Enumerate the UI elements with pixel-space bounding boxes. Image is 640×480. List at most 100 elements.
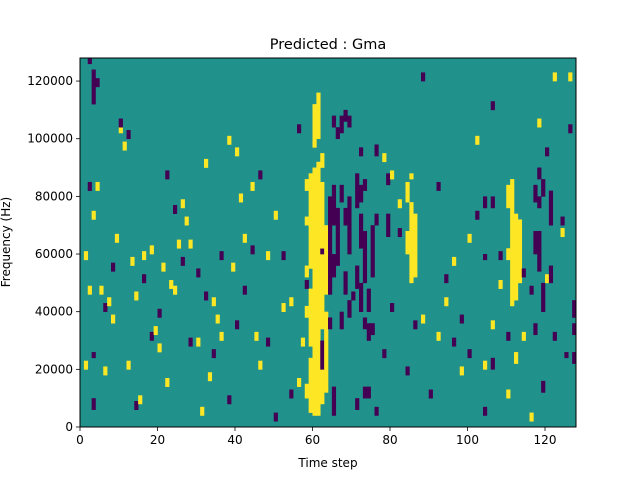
- heatmap-cell: [126, 360, 131, 370]
- heatmap-cell: [297, 377, 302, 387]
- heatmap-cell: [331, 184, 337, 226]
- heatmap-cell: [227, 395, 232, 405]
- heatmap-cell: [308, 288, 313, 347]
- heatmap-cell: [297, 124, 302, 134]
- heatmap-cell: [572, 323, 577, 336]
- x-tick-label: 60: [305, 433, 320, 447]
- heatmap-cell: [552, 331, 557, 341]
- heatmap-cell: [304, 265, 309, 278]
- y-tick-label: 60000: [35, 247, 73, 261]
- heatmap-cell: [529, 412, 534, 422]
- heatmap-cell: [273, 412, 278, 422]
- heatmap-cell: [537, 118, 542, 128]
- y-tick-label: 0: [65, 420, 73, 434]
- heatmap-cell: [545, 147, 550, 157]
- heatmap-cell: [560, 228, 565, 238]
- heatmap-cell: [452, 337, 457, 347]
- heatmap-cell: [258, 360, 263, 370]
- heatmap-cell: [548, 190, 554, 226]
- heatmap-cell: [370, 225, 375, 278]
- heatmap-cell: [324, 225, 329, 295]
- heatmap-cell: [134, 291, 139, 301]
- heatmap-cell: [180, 256, 185, 266]
- heatmap-cell: [514, 352, 519, 364]
- heatmap-cell: [483, 406, 488, 416]
- heatmap-cell: [196, 268, 201, 278]
- heatmap-cell: [343, 207, 348, 226]
- heatmap-cell: [173, 205, 178, 214]
- heatmap-cell: [467, 233, 472, 243]
- heatmap-cell: [219, 251, 224, 261]
- heatmap-cell: [533, 230, 538, 255]
- heatmap-cell: [355, 398, 360, 410]
- heatmap-cell: [359, 282, 364, 312]
- heatmap-cell: [91, 210, 96, 220]
- heatmap-cell: [87, 181, 92, 191]
- heatmap-cell: [467, 349, 472, 359]
- x-tick-label: 20: [150, 433, 165, 447]
- heatmap-cell: [200, 406, 205, 416]
- heatmap-cell: [421, 72, 426, 82]
- heatmap-cell: [316, 92, 321, 140]
- heatmap-cell: [328, 317, 333, 330]
- heatmap-cell: [409, 173, 414, 180]
- heatmap-cell: [421, 314, 426, 324]
- heatmap-cell: [281, 251, 286, 261]
- heatmap-cell: [227, 135, 232, 145]
- heatmap-cell: [510, 179, 515, 307]
- heatmap-cell: [362, 386, 368, 399]
- heatmap-cell: [339, 115, 344, 134]
- heatmap-cell: [316, 161, 321, 416]
- heatmap-cell: [572, 300, 577, 318]
- heatmap-cell: [359, 147, 364, 157]
- heatmap-cell: [490, 101, 495, 111]
- heatmap-cell: [331, 115, 337, 128]
- heatmap-cell: [560, 216, 565, 226]
- heatmap-cell: [320, 248, 325, 255]
- heatmap-cell: [498, 279, 503, 289]
- heatmap-cell: [413, 213, 418, 278]
- heatmap-cell: [312, 167, 317, 416]
- y-tick-label: 100000: [27, 132, 73, 146]
- heatmap-cell: [506, 184, 511, 209]
- heatmap-cell: [362, 179, 368, 191]
- heatmap-cell: [188, 239, 193, 249]
- heatmap-cells: [80, 58, 577, 427]
- heatmap-cell: [514, 213, 519, 301]
- heatmap-cell: [242, 285, 247, 295]
- heatmap-cell: [149, 245, 154, 255]
- y-axis-ticks: 0 20000 40000 60000 80000 100000 120000: [27, 74, 80, 434]
- heatmap-cell: [142, 251, 147, 261]
- heatmap-cell: [386, 173, 391, 186]
- heatmap-cell: [351, 291, 356, 301]
- heatmap-cell: [142, 274, 147, 284]
- heatmap-cell: [111, 314, 116, 324]
- heatmap-cell: [289, 297, 294, 307]
- heatmap-cell: [153, 326, 158, 336]
- heatmap-cell: [541, 282, 546, 312]
- y-tick-label: 80000: [35, 189, 73, 203]
- heatmap-cell: [161, 262, 166, 272]
- heatmap-cell: [149, 331, 154, 341]
- heatmap-cell: [204, 158, 209, 168]
- heatmap-cell: [386, 213, 391, 238]
- heatmap-cell: [211, 297, 216, 307]
- heatmap-cell: [107, 297, 112, 307]
- heatmap-cell: [273, 210, 278, 220]
- heatmap-cell: [490, 196, 495, 209]
- heatmap-cell: [289, 389, 294, 399]
- heatmap-cell: [568, 124, 573, 134]
- heatmap-cell: [355, 265, 360, 289]
- heatmap-cell: [335, 207, 340, 266]
- heatmap-cell: [521, 331, 526, 341]
- heatmap-cell: [242, 233, 247, 243]
- heatmap-cell: [452, 256, 457, 266]
- heatmap-cell: [405, 366, 410, 376]
- heatmap-cell: [254, 331, 259, 341]
- heatmap-cell: [165, 170, 170, 180]
- heatmap-cell: [103, 303, 108, 312]
- heatmap-cell: [304, 383, 309, 399]
- heatmap-cell: [339, 184, 344, 203]
- heatmap-cell: [188, 337, 193, 347]
- heatmap-cell: [506, 248, 511, 261]
